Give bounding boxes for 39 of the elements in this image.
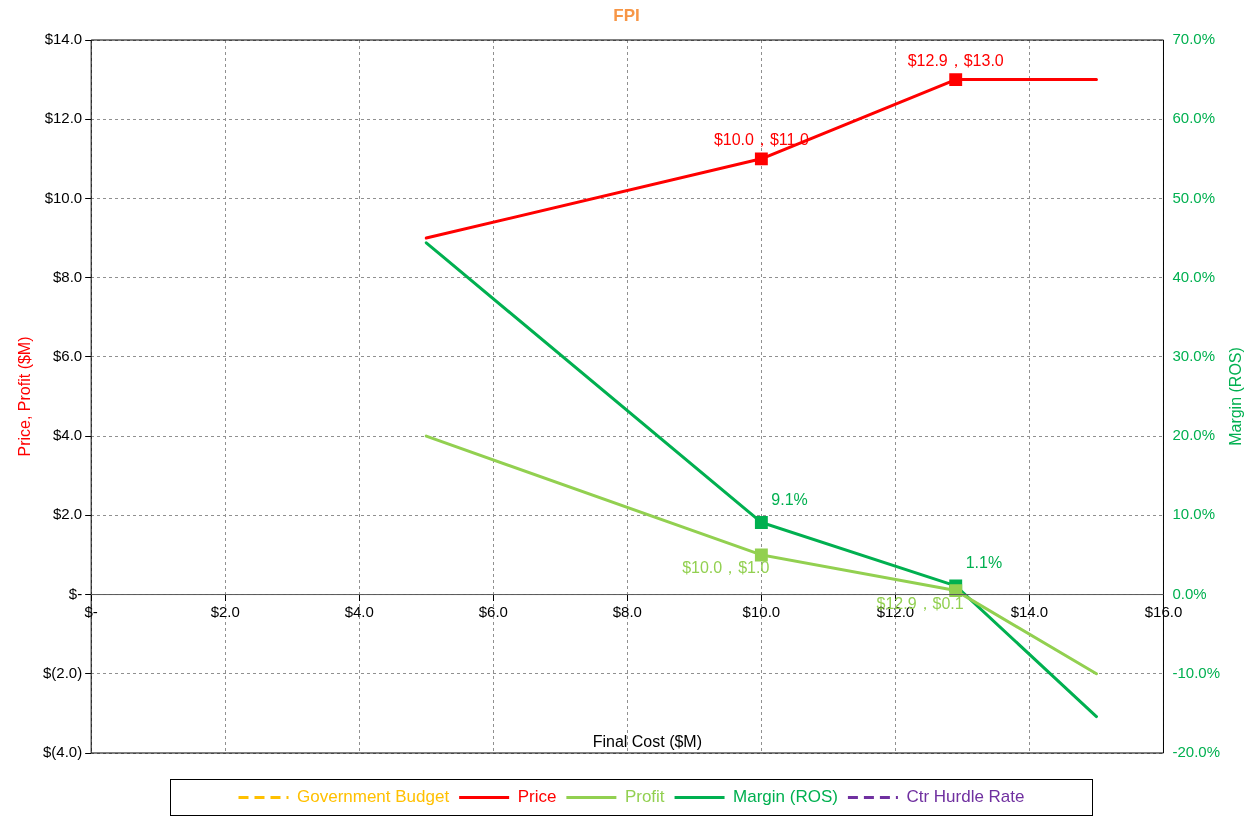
- y-axis-title: Price, Profit ($M): [16, 336, 34, 457]
- y2-tick-label: -10.0%: [1172, 663, 1220, 681]
- y-tick-label: $10.0: [44, 188, 83, 206]
- legend-label: Profit: [624, 787, 665, 807]
- y-tick-label: $6.0: [52, 347, 83, 365]
- x-tick-label: $10.0: [742, 602, 781, 620]
- y-tick-label: $2.0: [52, 505, 83, 523]
- y2-tick-label: 0.0%: [1172, 584, 1207, 602]
- y2-tick-label: 30.0%: [1172, 347, 1216, 365]
- y2-tick-label: 70.0%: [1172, 30, 1216, 48]
- y2-tick-label: 10.0%: [1172, 505, 1216, 523]
- data-label: 9.1%: [771, 490, 808, 508]
- y-tick-label: $12.0: [44, 109, 83, 127]
- y-tick-label: $14.0: [44, 30, 83, 48]
- y-tick-label: $(2.0): [43, 663, 83, 681]
- x-axis-title: Final Cost ($M): [592, 733, 703, 751]
- legend-label: Price: [517, 787, 557, 807]
- x-tick-label: $8.0: [612, 602, 642, 620]
- y2-tick-label: 60.0%: [1172, 109, 1216, 127]
- y-tick-label: $-: [68, 584, 83, 602]
- x-tick-label: $14.0: [1010, 602, 1049, 620]
- y2-tick-label: 40.0%: [1172, 267, 1216, 285]
- data-label: 1.1%: [965, 554, 1003, 572]
- x-tick-label: $6.0: [478, 602, 508, 620]
- y2-axis-title: Margin (ROS): [1227, 347, 1245, 446]
- y-tick-label: $(4.0): [43, 743, 83, 761]
- data-label: $12.9，$13.0: [907, 52, 1004, 70]
- x-tick-label: $2.0: [210, 602, 240, 620]
- y-tick-label: $4.0: [52, 426, 83, 444]
- x-tick-label: $4.0: [344, 602, 374, 620]
- legend-label: Margin (ROS): [733, 787, 838, 807]
- y2-tick-label: -20.0%: [1172, 743, 1220, 761]
- legend-label: Government Budget: [297, 787, 450, 807]
- legend-label: Ctr Hurdle Rate: [906, 787, 1025, 807]
- chart-title: FPI: [613, 6, 640, 26]
- y2-tick-label: 20.0%: [1172, 426, 1216, 444]
- y-tick-label: $8.0: [52, 267, 83, 285]
- data-label: $10.0，$1.0: [682, 559, 770, 577]
- y2-tick-label: 50.0%: [1172, 188, 1216, 206]
